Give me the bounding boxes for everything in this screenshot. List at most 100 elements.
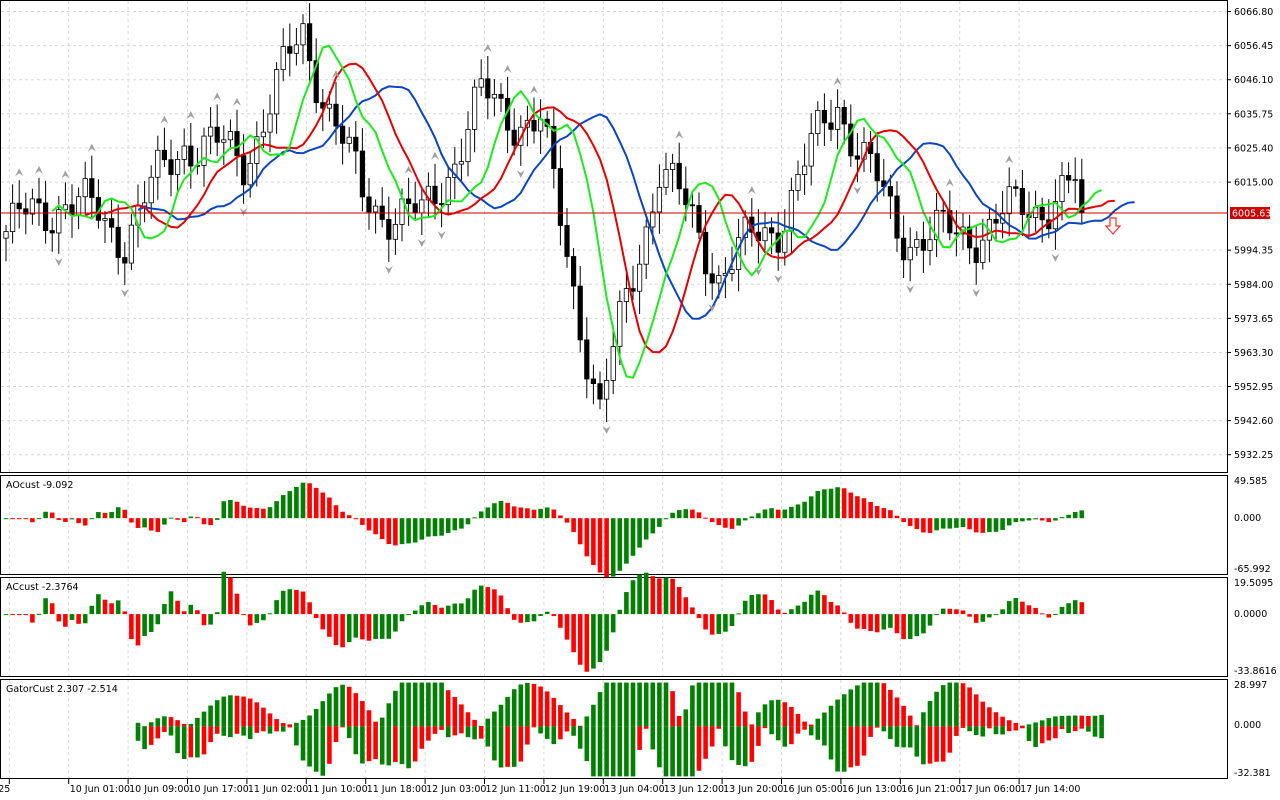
gator-upper-bar (960, 683, 966, 727)
ac-bar (769, 600, 774, 615)
main-panel[interactable] (0, 0, 1228, 473)
ac-bar (459, 603, 464, 615)
candle-body (260, 131, 267, 138)
candle-body (267, 113, 273, 133)
gator-panel[interactable] (0, 679, 1228, 779)
gator-lower-bar (300, 726, 306, 761)
ac-bar (558, 614, 563, 628)
gator-label: GatorCust 2.307 -2.514 (6, 684, 118, 695)
gator-upper-bar (221, 696, 227, 727)
gator-lower-bar (412, 726, 418, 762)
gator-upper-bar (861, 682, 867, 727)
gator-lower-bar (168, 726, 174, 736)
gator-upper-bar (630, 682, 636, 727)
ac-bar (3, 614, 9, 616)
gator-lower-bar (597, 726, 603, 777)
ao-bar (888, 510, 893, 519)
ac-panel[interactable] (0, 577, 1228, 677)
time-tick-label: 12 Jun 03:00 (426, 784, 486, 795)
ac-bar (195, 610, 200, 615)
ac-bar (775, 609, 781, 615)
ac-bar (690, 607, 695, 615)
ao-bar (518, 507, 524, 519)
ao-bar (155, 518, 161, 532)
ao-bar (393, 518, 398, 546)
ac-bar (96, 594, 101, 615)
gator-lower-bar (478, 726, 484, 739)
candle-body (56, 209, 62, 234)
gator-upper-bar (676, 715, 682, 727)
ao-bar (907, 518, 913, 526)
ao-bar (597, 518, 603, 573)
gator-lower-bar (848, 726, 854, 768)
candle-body (914, 239, 920, 248)
gator-lower-bar (940, 726, 946, 762)
ac-bar (36, 613, 42, 615)
gator-upper-bar (346, 686, 352, 727)
candle-body (366, 196, 372, 213)
ao-bar (960, 518, 966, 528)
ao-bar (696, 512, 702, 519)
candle-body (128, 224, 134, 264)
ao-bar (881, 508, 887, 519)
time-tick-label: 11 Jun 18:00 (367, 784, 427, 795)
ao-bar (511, 506, 517, 519)
gator-upper-bar (1099, 714, 1104, 727)
gator-upper-bar (1033, 722, 1038, 727)
gator-lower-bar (927, 726, 933, 764)
ac-bar (835, 605, 840, 615)
ao-bar (980, 518, 986, 533)
gator-upper-bar (518, 684, 524, 727)
ao-bar (630, 518, 636, 556)
ao-bar (584, 518, 590, 557)
gator-upper-bar (1053, 716, 1058, 727)
gator-upper-bar (472, 719, 477, 727)
fractal-up-icon (186, 110, 195, 119)
gator-upper-bar (247, 698, 253, 727)
gator-upper-bar (333, 687, 339, 727)
gator-upper-bar (340, 684, 345, 727)
ao-bar (287, 491, 293, 519)
gator-lower-bar (1006, 726, 1012, 732)
gator-upper-bar (881, 683, 887, 727)
gator-lower-bar (973, 726, 979, 736)
candle-body (590, 378, 597, 385)
gator-lower-bar (1086, 726, 1091, 732)
ac-bar (808, 594, 814, 615)
ac-bar (696, 614, 702, 619)
candle-body (848, 123, 854, 157)
candlestick-series (3, 3, 1085, 423)
gator-upper-bar (1066, 715, 1071, 727)
ac-bar (538, 614, 543, 616)
gator-lower-bar (287, 726, 293, 728)
gator-lower-bar (954, 726, 959, 736)
gator-upper-bar (551, 697, 557, 727)
candle-body (623, 288, 630, 302)
jaw-line (137, 85, 1135, 320)
gator-lower-bar (676, 726, 682, 777)
ac-bar (736, 613, 741, 615)
price-tick-label: 5973.65 (1234, 314, 1273, 325)
ao-bar (69, 518, 75, 520)
gator-lower-bar (987, 726, 992, 729)
ac-bar (756, 594, 761, 615)
ac-bar (901, 614, 906, 640)
ao-bar (10, 518, 15, 520)
candle-body (511, 129, 517, 146)
gator-lower-bar (716, 726, 722, 729)
time-tick-label: 9 Jun 2025 (0, 784, 10, 795)
ao-bar (1053, 518, 1058, 521)
gator-upper-bar (749, 724, 755, 727)
ao-bar (894, 515, 900, 519)
time-tick-label: 12 Jun 19:00 (545, 784, 605, 795)
gator-lower-bar (1079, 726, 1085, 729)
ao-bar (478, 511, 484, 519)
candle-body (670, 162, 676, 170)
ac-bar (597, 614, 603, 663)
ao-bar (709, 518, 715, 523)
candle-body (49, 230, 55, 234)
fractal-down-icon (239, 207, 248, 216)
time-tick-label: 10 Jun 01:00 (70, 784, 130, 795)
ac-bar (815, 590, 821, 615)
